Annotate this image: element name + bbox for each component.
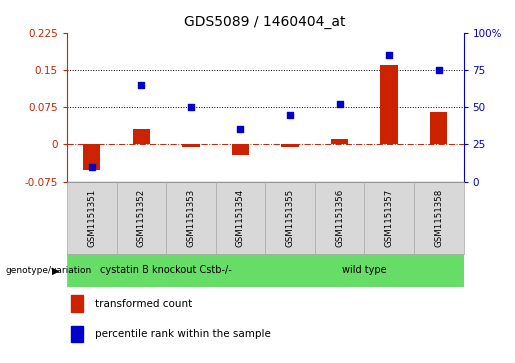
- Text: transformed count: transformed count: [95, 299, 192, 309]
- FancyBboxPatch shape: [365, 182, 414, 254]
- Text: ▶: ▶: [52, 265, 59, 276]
- Point: [435, 67, 443, 73]
- FancyBboxPatch shape: [116, 182, 166, 254]
- Text: percentile rank within the sample: percentile rank within the sample: [95, 330, 270, 339]
- Text: wild type: wild type: [342, 265, 387, 276]
- Text: GSM1151358: GSM1151358: [434, 189, 443, 247]
- Text: GSM1151352: GSM1151352: [137, 189, 146, 247]
- Text: GSM1151351: GSM1151351: [87, 189, 96, 247]
- Text: GSM1151355: GSM1151355: [285, 189, 295, 247]
- Point: [88, 164, 96, 170]
- FancyBboxPatch shape: [166, 182, 216, 254]
- Bar: [331, 139, 348, 144]
- Bar: [430, 112, 448, 144]
- Point: [335, 101, 344, 107]
- FancyBboxPatch shape: [414, 182, 464, 254]
- FancyBboxPatch shape: [216, 182, 265, 254]
- Text: genotype/variation: genotype/variation: [5, 266, 91, 275]
- Point: [137, 82, 145, 88]
- Text: cystatin B knockout Cstb-/-: cystatin B knockout Cstb-/-: [100, 265, 232, 276]
- Bar: [71, 326, 83, 342]
- Text: GSM1151354: GSM1151354: [236, 189, 245, 247]
- Bar: [281, 144, 299, 147]
- FancyBboxPatch shape: [67, 254, 265, 287]
- FancyBboxPatch shape: [67, 182, 116, 254]
- Bar: [381, 65, 398, 144]
- FancyBboxPatch shape: [315, 182, 365, 254]
- Point: [236, 127, 245, 132]
- Text: GSM1151356: GSM1151356: [335, 189, 344, 247]
- Point: [385, 52, 393, 58]
- Text: GSM1151357: GSM1151357: [385, 189, 393, 247]
- Bar: [83, 144, 100, 170]
- FancyBboxPatch shape: [265, 254, 464, 287]
- Text: GSM1151353: GSM1151353: [186, 189, 195, 247]
- Point: [286, 112, 294, 118]
- Bar: [71, 295, 83, 311]
- Bar: [232, 144, 249, 155]
- Title: GDS5089 / 1460404_at: GDS5089 / 1460404_at: [184, 15, 346, 29]
- Point: [187, 104, 195, 110]
- FancyBboxPatch shape: [265, 182, 315, 254]
- Bar: [182, 144, 199, 147]
- Bar: [133, 130, 150, 144]
